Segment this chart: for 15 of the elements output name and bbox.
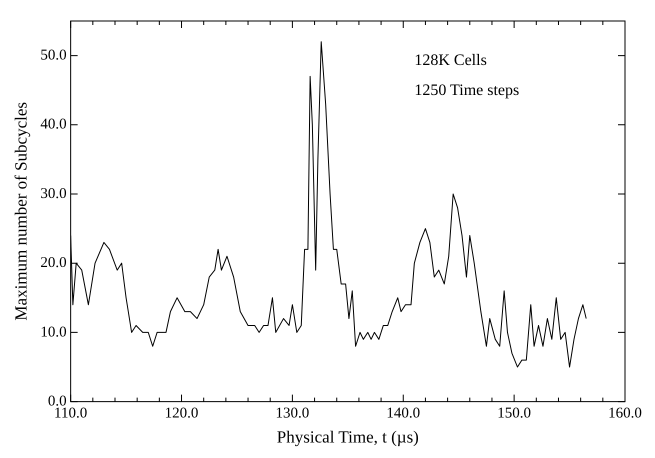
x-tick-label: 140.0	[386, 406, 420, 422]
x-tick-label: 150.0	[497, 406, 532, 422]
y-tick-label: 10.0	[40, 324, 67, 340]
x-tick-label: 110.0	[54, 406, 88, 422]
annotation: 128K Cells	[414, 52, 487, 70]
x-axis-title: Physical Time, t (µs)	[276, 427, 419, 446]
y-tick-label: 40.0	[40, 116, 67, 133]
y-tick-label: 50.0	[40, 48, 67, 64]
x-tick-label: 120.0	[164, 406, 198, 422]
y-tick-label: 30.0	[40, 186, 67, 202]
annotation: 1250 Time steps	[414, 82, 520, 100]
y-tick-label: 20.0	[40, 255, 67, 272]
y-axis-title: Maximum number of Subcycles	[12, 102, 31, 321]
x-tick-label: 130.0	[276, 406, 310, 422]
x-tick-label: 160.0	[608, 406, 642, 422]
